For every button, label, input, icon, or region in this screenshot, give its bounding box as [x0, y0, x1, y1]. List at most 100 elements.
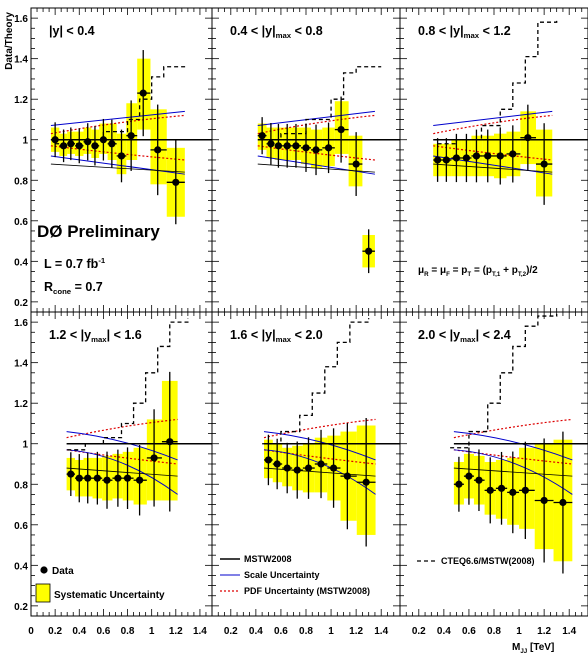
- data-point: [75, 142, 83, 150]
- data-point: [84, 474, 92, 482]
- panel-label: |y| < 0.4: [49, 24, 95, 38]
- data-point: [283, 464, 291, 472]
- data-point: [329, 464, 338, 472]
- x-axis-label-part: JJ: [520, 648, 527, 655]
- theory-ratio-line: [433, 163, 553, 173]
- panel-label-part: | < 2.4: [476, 328, 511, 342]
- data-point: [103, 476, 111, 484]
- data-point: [258, 132, 266, 140]
- legend-pdf-label: PDF Uncertainty (MSTW2008): [244, 586, 370, 596]
- data-point: [67, 140, 75, 148]
- panel-label-part: 1.6 < |y|: [230, 328, 276, 342]
- panel-label: 1.6 < |y|max < 2.0: [230, 328, 323, 344]
- panel-label-part: |y| < 0.4: [49, 24, 95, 38]
- y-tick-label: 1: [22, 440, 28, 451]
- data-point: [302, 144, 310, 152]
- x-tick-label: 0.2: [224, 626, 238, 637]
- luminosity-label-part: -1: [98, 256, 106, 265]
- panel-label-part: max: [91, 335, 107, 344]
- panel-label: 1.2 < |ymax| < 1.6: [49, 328, 142, 344]
- data-point: [136, 476, 144, 484]
- x-axis-label-part: [TeV]: [527, 642, 554, 653]
- legend-systematic-label: Systematic Uncertainty: [54, 590, 165, 601]
- legend-right: CTEQ6.6/MSTW(2008): [417, 556, 535, 566]
- x-tick-label: 1.4: [374, 626, 388, 637]
- scale-formula-label-part: = μ: [429, 265, 447, 276]
- legend-mstw-label: MSTW2008: [244, 554, 292, 564]
- chart-panel-1: 0.2 0.4 0.6 0.8 1 1.2 1.4 1.6 |y| < 0.4: [14, 7, 213, 313]
- data-point: [114, 474, 122, 482]
- x-tick-label: 0.6: [274, 626, 288, 637]
- x-tick-label: 1.4: [562, 626, 576, 637]
- x-tick-label: 0.6: [96, 626, 110, 637]
- data-point: [362, 478, 370, 486]
- data-point: [365, 247, 373, 255]
- x-axis-label-part: M: [512, 642, 520, 653]
- y-tick-label: 0.6: [14, 521, 28, 532]
- data-point: [352, 160, 360, 168]
- data-point: [108, 140, 116, 148]
- x-tick-label: 1.2: [169, 626, 183, 637]
- legend-middle: MSTW2008 Scale Uncertainty PDF Uncertainty…: [220, 554, 370, 596]
- panel-label-part: 0.4 < |y|: [230, 24, 276, 38]
- pdf-uncertainty-upper: [433, 114, 553, 135]
- legend-data-marker: [40, 566, 48, 574]
- panel-label-part: < 2.0: [291, 328, 323, 342]
- data-point: [59, 142, 68, 150]
- x-tick-label: 0.8: [121, 626, 135, 637]
- scale-formula-label-part: T,1: [492, 271, 501, 278]
- luminosity-label-part: L = 0.7 fb: [44, 257, 99, 271]
- y-tick-label: 1.4: [14, 359, 28, 370]
- data-point: [154, 146, 162, 154]
- data-point: [312, 146, 320, 154]
- x-tick-label: 0.4: [249, 626, 263, 637]
- cone-radius-label: Rcone = 0.7: [44, 280, 103, 296]
- panel-label: 0.8 < |y|max < 1.2: [418, 24, 511, 40]
- panel-label-part: < 0.8: [291, 24, 323, 38]
- data-point: [509, 488, 517, 496]
- x-tick-label: 0.4: [72, 626, 86, 637]
- y-tick-label: 1: [22, 136, 28, 147]
- data-point: [67, 470, 75, 478]
- chart-panel-6: 0.2 0.4 0.6 0.8 1 1.2 1.4 2.0 < |ymax| < 2.4: [399, 311, 588, 637]
- legend-cteq-label: CTEQ6.6/MSTW(2008): [441, 556, 535, 566]
- y-tick-label: 1.6: [14, 318, 28, 329]
- x-tick-label: 0.8: [299, 626, 313, 637]
- panel-label-part: 1.2 < |y: [49, 328, 91, 342]
- scale-formula-label-part: R: [424, 271, 429, 278]
- scale-formula-label-part: = p: [450, 265, 468, 276]
- data-point: [317, 460, 325, 468]
- data-point: [267, 140, 275, 148]
- panel-label-part: max: [276, 335, 292, 344]
- y-tick-label: 0.2: [14, 602, 28, 613]
- y-tick-label: 1.6: [14, 14, 28, 25]
- data-point: [486, 486, 494, 494]
- panel-label-part: 0.8 < |y|: [418, 24, 464, 38]
- data-point: [540, 496, 548, 505]
- data-point: [75, 474, 83, 482]
- pdf-uncertainty-lower: [263, 449, 376, 465]
- data-point: [166, 438, 174, 446]
- data-point: [452, 154, 460, 162]
- data-point: [521, 486, 529, 494]
- data-point: [434, 156, 442, 164]
- y-tick-label: 0.4: [14, 561, 28, 572]
- data-point: [475, 476, 483, 484]
- panel-label: 0.4 < |y|max < 0.8: [230, 24, 323, 40]
- data-point: [343, 472, 351, 480]
- experiment-label: DØ Preliminary: [37, 222, 160, 241]
- x-tick-label: 0.8: [487, 626, 501, 637]
- scale-uncertainty-upper: [263, 431, 376, 461]
- x-tick-label: 0: [28, 626, 34, 637]
- data-point: [484, 152, 492, 160]
- data-point: [51, 136, 59, 144]
- data-point: [337, 126, 345, 134]
- data-point: [304, 464, 313, 472]
- scale-formula-label-part: + p: [500, 265, 518, 276]
- panel-label-part: max: [276, 31, 292, 40]
- cteq-ratio-line: [67, 318, 189, 451]
- data-point: [497, 484, 506, 492]
- x-tick-label: 1: [328, 626, 334, 637]
- cteq-ratio-line: [262, 318, 370, 445]
